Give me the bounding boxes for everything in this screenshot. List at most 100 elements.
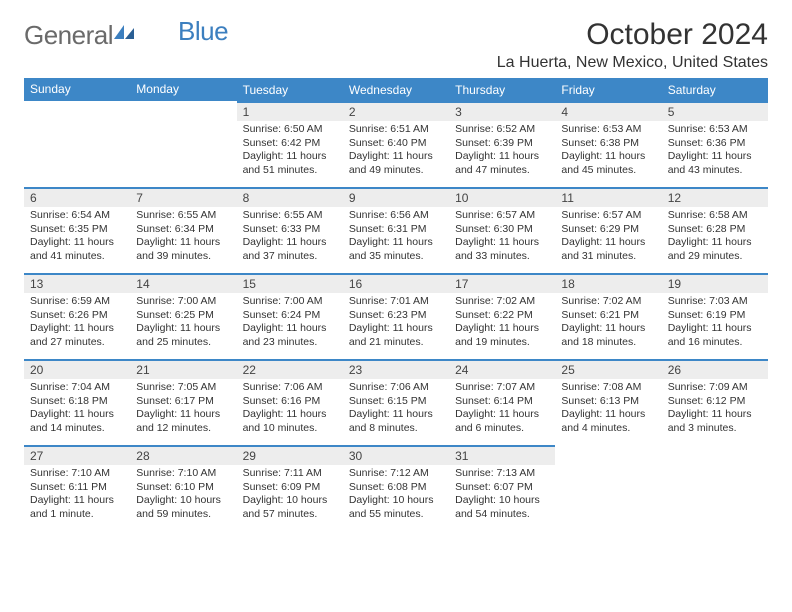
sunrise-text: Sunrise: 6:51 AM xyxy=(349,123,443,137)
daylight-text-1: Daylight: 11 hours xyxy=(243,150,337,164)
sunrise-text: Sunrise: 7:09 AM xyxy=(668,381,762,395)
calendar-day-cell: 4Sunrise: 6:53 AMSunset: 6:38 PMDaylight… xyxy=(555,101,661,187)
daylight-text-2: and 21 minutes. xyxy=(349,336,443,350)
logo-sail-icon xyxy=(114,25,136,39)
sunset-text: Sunset: 6:39 PM xyxy=(455,137,549,151)
daylight-text-2: and 35 minutes. xyxy=(349,250,443,264)
daylight-text-2: and 59 minutes. xyxy=(136,508,230,522)
day-details: Sunrise: 6:52 AMSunset: 6:39 PMDaylight:… xyxy=(449,121,555,182)
sunset-text: Sunset: 6:13 PM xyxy=(561,395,655,409)
daylight-text-2: and 6 minutes. xyxy=(455,422,549,436)
calendar-day-cell: 7Sunrise: 6:55 AMSunset: 6:34 PMDaylight… xyxy=(130,187,236,273)
day-details: Sunrise: 6:54 AMSunset: 6:35 PMDaylight:… xyxy=(24,207,130,268)
day-number: 12 xyxy=(662,187,768,207)
calendar-day-cell: 1Sunrise: 6:50 AMSunset: 6:42 PMDaylight… xyxy=(237,101,343,187)
day-number: 6 xyxy=(24,187,130,207)
sunrise-text: Sunrise: 6:50 AM xyxy=(243,123,337,137)
day-number: 4 xyxy=(555,101,661,121)
day-number: 17 xyxy=(449,273,555,293)
calendar-day-cell xyxy=(662,445,768,531)
day-details: Sunrise: 6:57 AMSunset: 6:30 PMDaylight:… xyxy=(449,207,555,268)
day-number: 9 xyxy=(343,187,449,207)
calendar-day-cell: 26Sunrise: 7:09 AMSunset: 6:12 PMDayligh… xyxy=(662,359,768,445)
day-number: 28 xyxy=(130,445,236,465)
daylight-text-2: and 51 minutes. xyxy=(243,164,337,178)
calendar-day-cell: 6Sunrise: 6:54 AMSunset: 6:35 PMDaylight… xyxy=(24,187,130,273)
daylight-text-1: Daylight: 10 hours xyxy=(455,494,549,508)
calendar-day-cell: 12Sunrise: 6:58 AMSunset: 6:28 PMDayligh… xyxy=(662,187,768,273)
day-number: 27 xyxy=(24,445,130,465)
daylight-text-2: and 45 minutes. xyxy=(561,164,655,178)
daylight-text-1: Daylight: 11 hours xyxy=(455,236,549,250)
daylight-text-2: and 25 minutes. xyxy=(136,336,230,350)
daylight-text-2: and 14 minutes. xyxy=(30,422,124,436)
day-details: Sunrise: 6:50 AMSunset: 6:42 PMDaylight:… xyxy=(237,121,343,182)
sunset-text: Sunset: 6:21 PM xyxy=(561,309,655,323)
daylight-text-2: and 55 minutes. xyxy=(349,508,443,522)
day-details: Sunrise: 6:59 AMSunset: 6:26 PMDaylight:… xyxy=(24,293,130,354)
sunrise-text: Sunrise: 7:01 AM xyxy=(349,295,443,309)
day-details: Sunrise: 6:53 AMSunset: 6:36 PMDaylight:… xyxy=(662,121,768,182)
sunrise-text: Sunrise: 7:00 AM xyxy=(136,295,230,309)
calendar-day-cell: 21Sunrise: 7:05 AMSunset: 6:17 PMDayligh… xyxy=(130,359,236,445)
logo-text-blue: Blue xyxy=(178,16,228,47)
sunrise-text: Sunrise: 6:59 AM xyxy=(30,295,124,309)
calendar-week-row: 27Sunrise: 7:10 AMSunset: 6:11 PMDayligh… xyxy=(24,445,768,531)
calendar-day-cell: 2Sunrise: 6:51 AMSunset: 6:40 PMDaylight… xyxy=(343,101,449,187)
sunset-text: Sunset: 6:17 PM xyxy=(136,395,230,409)
daylight-text-1: Daylight: 11 hours xyxy=(455,408,549,422)
sunrise-text: Sunrise: 7:06 AM xyxy=(243,381,337,395)
daylight-text-1: Daylight: 10 hours xyxy=(136,494,230,508)
daylight-text-2: and 1 minute. xyxy=(30,508,124,522)
daylight-text-2: and 37 minutes. xyxy=(243,250,337,264)
sunset-text: Sunset: 6:33 PM xyxy=(243,223,337,237)
calendar-day-cell xyxy=(24,101,130,187)
daylight-text-2: and 4 minutes. xyxy=(561,422,655,436)
day-header: Tuesday xyxy=(237,78,343,101)
day-details: Sunrise: 7:00 AMSunset: 6:25 PMDaylight:… xyxy=(130,293,236,354)
sunset-text: Sunset: 6:16 PM xyxy=(243,395,337,409)
daylight-text-2: and 54 minutes. xyxy=(455,508,549,522)
daylight-text-1: Daylight: 11 hours xyxy=(561,236,655,250)
header: General Blue October 2024 La Huerta, New … xyxy=(24,18,768,72)
day-number: 2 xyxy=(343,101,449,121)
daylight-text-2: and 27 minutes. xyxy=(30,336,124,350)
title-block: October 2024 La Huerta, New Mexico, Unit… xyxy=(497,18,768,72)
daylight-text-2: and 31 minutes. xyxy=(561,250,655,264)
daylight-text-2: and 8 minutes. xyxy=(349,422,443,436)
day-header: Saturday xyxy=(662,78,768,101)
daylight-text-2: and 57 minutes. xyxy=(243,508,337,522)
day-number: 1 xyxy=(237,101,343,121)
daylight-text-1: Daylight: 11 hours xyxy=(30,494,124,508)
calendar-day-cell: 11Sunrise: 6:57 AMSunset: 6:29 PMDayligh… xyxy=(555,187,661,273)
calendar-day-cell: 22Sunrise: 7:06 AMSunset: 6:16 PMDayligh… xyxy=(237,359,343,445)
daylight-text-2: and 33 minutes. xyxy=(455,250,549,264)
daylight-text-1: Daylight: 11 hours xyxy=(243,322,337,336)
sunset-text: Sunset: 6:19 PM xyxy=(668,309,762,323)
sunset-text: Sunset: 6:24 PM xyxy=(243,309,337,323)
sunrise-text: Sunrise: 7:13 AM xyxy=(455,467,549,481)
day-details: Sunrise: 7:05 AMSunset: 6:17 PMDaylight:… xyxy=(130,379,236,440)
calendar-day-cell: 20Sunrise: 7:04 AMSunset: 6:18 PMDayligh… xyxy=(24,359,130,445)
day-number: 23 xyxy=(343,359,449,379)
day-details: Sunrise: 7:06 AMSunset: 6:15 PMDaylight:… xyxy=(343,379,449,440)
daylight-text-1: Daylight: 11 hours xyxy=(455,150,549,164)
day-details: Sunrise: 6:57 AMSunset: 6:29 PMDaylight:… xyxy=(555,207,661,268)
day-details: Sunrise: 7:10 AMSunset: 6:11 PMDaylight:… xyxy=(24,465,130,526)
day-header: Thursday xyxy=(449,78,555,101)
sunrise-text: Sunrise: 7:06 AM xyxy=(349,381,443,395)
day-number: 13 xyxy=(24,273,130,293)
sunrise-text: Sunrise: 6:56 AM xyxy=(349,209,443,223)
daylight-text-2: and 12 minutes. xyxy=(136,422,230,436)
calendar-day-cell: 24Sunrise: 7:07 AMSunset: 6:14 PMDayligh… xyxy=(449,359,555,445)
logo-text-general: General xyxy=(24,20,113,51)
day-number: 7 xyxy=(130,187,236,207)
daylight-text-1: Daylight: 10 hours xyxy=(349,494,443,508)
calendar-day-cell: 10Sunrise: 6:57 AMSunset: 6:30 PMDayligh… xyxy=(449,187,555,273)
daylight-text-2: and 23 minutes. xyxy=(243,336,337,350)
day-details: Sunrise: 7:08 AMSunset: 6:13 PMDaylight:… xyxy=(555,379,661,440)
sunrise-text: Sunrise: 7:00 AM xyxy=(243,295,337,309)
daylight-text-2: and 10 minutes. xyxy=(243,422,337,436)
sunrise-text: Sunrise: 6:57 AM xyxy=(455,209,549,223)
sunset-text: Sunset: 6:26 PM xyxy=(30,309,124,323)
